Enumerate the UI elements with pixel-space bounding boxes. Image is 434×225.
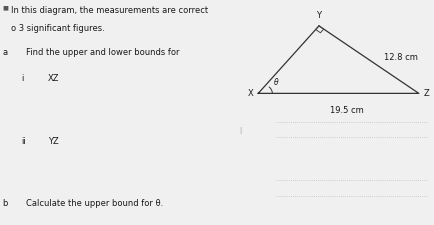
Text: ■: ■ bbox=[2, 6, 8, 11]
Text: Find the upper and lower bounds for: Find the upper and lower bounds for bbox=[26, 48, 180, 57]
Text: XZ: XZ bbox=[48, 74, 59, 83]
Text: 19.5 cm: 19.5 cm bbox=[330, 106, 364, 115]
Text: X: X bbox=[247, 89, 253, 98]
Text: Y: Y bbox=[316, 11, 322, 20]
Text: I: I bbox=[240, 127, 242, 136]
Text: i: i bbox=[22, 74, 24, 83]
Text: Calculate the upper bound for θ.: Calculate the upper bound for θ. bbox=[26, 199, 163, 208]
Text: a: a bbox=[2, 48, 7, 57]
Text: YZ: YZ bbox=[48, 137, 59, 146]
Text: 12.8 cm: 12.8 cm bbox=[384, 53, 418, 62]
Text: In this diagram, the measurements are correct: In this diagram, the measurements are co… bbox=[11, 6, 208, 15]
Text: Z: Z bbox=[424, 89, 430, 98]
Text: θ: θ bbox=[274, 78, 279, 87]
Text: o 3 significant figures.: o 3 significant figures. bbox=[11, 24, 105, 33]
Text: ii: ii bbox=[22, 137, 26, 146]
Text: b: b bbox=[2, 199, 7, 208]
